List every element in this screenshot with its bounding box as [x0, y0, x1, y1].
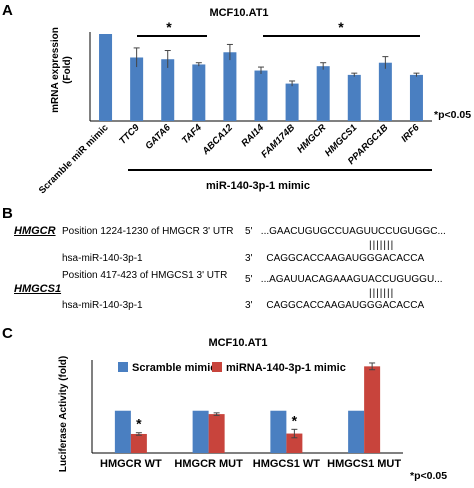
chart-a-bar	[254, 70, 268, 121]
chart-a-star-1: *	[166, 19, 172, 35]
chart-c-legend-swatch	[212, 362, 222, 372]
chart-a-bar	[316, 66, 330, 121]
chart-c-tick-label: HMGCR MUT	[174, 458, 243, 470]
hmgcr-position: Position 1224-1230 of HMGCR 3' UTR	[62, 226, 234, 237]
chart-a-tick-label: GATA6	[143, 122, 173, 152]
panel-a-label: A	[2, 2, 13, 19]
chart-c-bar	[192, 410, 209, 453]
chart-c-significance-star: *	[136, 416, 142, 432]
chart-a-bar	[285, 83, 299, 121]
chart-a-tick-label: IRF6	[399, 122, 422, 145]
hmgcr-mir-label: hsa-miR-140-3p-1	[62, 253, 143, 264]
panel-c-label: C	[2, 325, 13, 342]
chart-c-bar	[270, 410, 287, 453]
chart-a-ylabel-1: mRNA expression	[50, 27, 61, 113]
hmgcs1-utr-seq: 5' ...AGAUUACAGAAAGUACCUGUGGU...	[245, 274, 443, 285]
chart-c-tick-label: HMGCS1 MUT	[327, 458, 401, 470]
chart-c-legend-label: Scramble mimic	[132, 362, 216, 374]
gene-hmgcs1-label: HMGCS1	[14, 283, 62, 295]
chart-a-group-label: miR-140-3p-1 mimic	[206, 180, 310, 192]
chart-a-tick-label: ABCA12	[200, 122, 236, 158]
chart-c-legend-label: miRNA-140-3p-1 mimic	[226, 362, 346, 374]
chart-c-bar	[348, 410, 365, 453]
chart-a-tick-label: RAI14	[239, 122, 266, 149]
hmgcr-pairs: |||||||	[369, 240, 395, 251]
chart-c-legend-swatch	[118, 362, 128, 372]
chart-c-tick-label: HMGCS1 WT	[253, 458, 321, 470]
hmgcr-utr-seq: 5' ...GAACUGUGCCUAGUUCCUGUGGC...	[245, 226, 446, 237]
chart-a-title: MCF10.AT1	[209, 7, 268, 19]
chart-a-bar	[161, 59, 175, 121]
gene-hmgcr-label: HMGCR	[14, 225, 56, 237]
chart-c-bar	[286, 433, 303, 453]
hmgcs1-pairs: |||||||	[369, 288, 395, 299]
hmgcs1-position: Position 417-423 of HMGCS1 3' UTR	[62, 270, 228, 281]
chart-a-bar	[347, 74, 361, 121]
chart-c-ylabel: Luciferase Activity (fold)	[58, 356, 69, 472]
chart-a-bar	[99, 34, 113, 121]
chart-a-bar	[378, 62, 392, 121]
chart-c: MCF10.AT1 Luciferase Activity (fold) Scr…	[58, 337, 447, 482]
chart-c-significance-star: *	[292, 412, 298, 428]
chart-a-tick-label: TTC9	[117, 122, 142, 147]
chart-a-bar	[130, 57, 144, 121]
chart-a-tick-label: FAM174B	[259, 122, 297, 160]
chart-a: MCF10.AT1 mRNA expression (Fold) * * Scr…	[37, 7, 471, 196]
chart-c-title: MCF10.AT1	[208, 337, 267, 349]
chart-a-tick-label: Scramble miR mimic	[37, 122, 111, 196]
chart-c-bar	[208, 414, 225, 453]
chart-c-pvalue: *p<0.05	[410, 470, 447, 482]
chart-a-ylabel-2: (Fold)	[62, 56, 73, 84]
chart-c-bar	[130, 433, 147, 453]
chart-a-bar	[223, 52, 237, 121]
chart-a-bar	[409, 74, 423, 121]
hmgcr-mir-seq: 3' CAGGCACCAAGAUGGGACACCA	[245, 253, 425, 264]
chart-a-star-2: *	[338, 19, 344, 35]
chart-a-bar	[192, 64, 206, 121]
hmgcs1-mir-label: hsa-miR-140-3p-1	[62, 300, 143, 311]
chart-c-bar	[114, 410, 131, 453]
chart-a-pvalue: *p<0.05	[434, 109, 471, 121]
panel-b-label: B	[2, 205, 13, 222]
hmgcs1-mir-seq: 3' CAGGCACCAAGAUGGGACACCA	[245, 300, 425, 311]
chart-a-tick-label: TAF4	[180, 122, 205, 147]
chart-c-bar	[364, 366, 381, 453]
chart-c-tick-label: HMGCR WT	[100, 458, 162, 470]
